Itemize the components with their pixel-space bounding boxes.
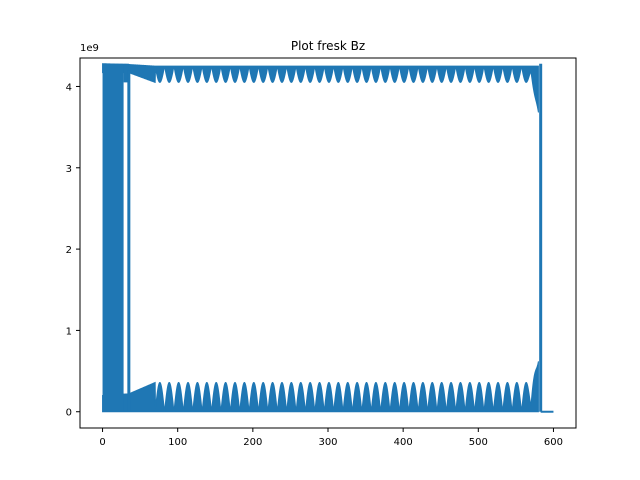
x-tick-label: 0	[99, 437, 105, 448]
left-block-lower-fill	[123, 393, 129, 412]
y-axis-ticks: 0 1 2 3 4	[66, 82, 80, 419]
upper-band-series	[102, 63, 539, 113]
x-tick-label: 500	[469, 437, 488, 448]
y-tick-label: 2	[66, 245, 72, 256]
left-block-upper-fill	[123, 63, 129, 83]
y-tick-label: 0	[66, 408, 72, 419]
plot-area	[102, 63, 554, 413]
chart-title: Plot fresk Bz	[291, 39, 365, 53]
y-offset-label: 1e9	[80, 43, 99, 54]
x-tick-label: 100	[168, 437, 187, 448]
y-tick-label: 3	[66, 164, 72, 175]
x-tick-label: 200	[243, 437, 262, 448]
x-tick-label: 300	[318, 437, 337, 448]
x-tick-label: 400	[394, 437, 413, 448]
y-tick-label: 1	[66, 326, 72, 337]
lower-band-series	[102, 361, 539, 413]
x-tick-label: 600	[544, 437, 563, 448]
x-axis-ticks: 0 100 200 300 400 500 600	[99, 428, 563, 448]
left-dense-block	[102, 63, 124, 412]
y-tick-label: 4	[66, 82, 72, 93]
axes-frame	[79, 57, 577, 429]
